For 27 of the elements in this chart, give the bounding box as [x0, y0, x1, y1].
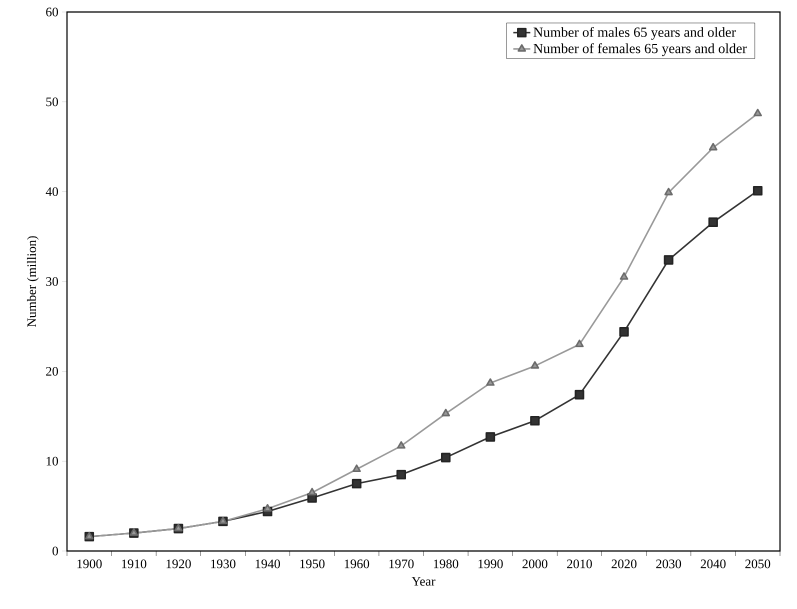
- x-tick-label: 2030: [656, 560, 682, 568]
- x-tick-label: 2050: [745, 560, 770, 568]
- x-tick-label: 1930: [211, 560, 236, 568]
- x-tick-label: 1990: [478, 560, 503, 568]
- legend-label: Number of males 65 years and older: [534, 26, 736, 40]
- y-tick-label: 30: [46, 277, 58, 286]
- x-tick-label: 1900: [77, 560, 102, 568]
- y-tick-label: 60: [46, 8, 58, 16]
- y-axis-title: Number (million): [26, 236, 39, 327]
- x-tick-label: 1920: [166, 560, 191, 568]
- x-tick-label: 2000: [522, 560, 548, 568]
- y-tick-label: 10: [46, 456, 58, 466]
- y-tick-label: 0: [52, 546, 58, 556]
- x-tick-label: 2010: [567, 560, 592, 568]
- x-tick-label: 1940: [256, 560, 280, 568]
- x-tick-label: 2020: [612, 560, 636, 568]
- y-tick-label: 20: [46, 366, 58, 376]
- x-tick-label: 1970: [389, 560, 414, 568]
- x-axis-title: Year: [412, 577, 436, 586]
- y-tick-label: 40: [46, 187, 58, 196]
- x-tick-label: 2040: [700, 560, 726, 568]
- x-tick-label: 1950: [300, 560, 325, 568]
- x-tick-label: 1980: [434, 560, 458, 568]
- legend-label: Number of females 65 years and older: [534, 43, 747, 56]
- x-tick-label: 1960: [344, 560, 370, 568]
- x-tick-label: 1910: [122, 560, 146, 568]
- y-tick-label: 50: [46, 97, 58, 106]
